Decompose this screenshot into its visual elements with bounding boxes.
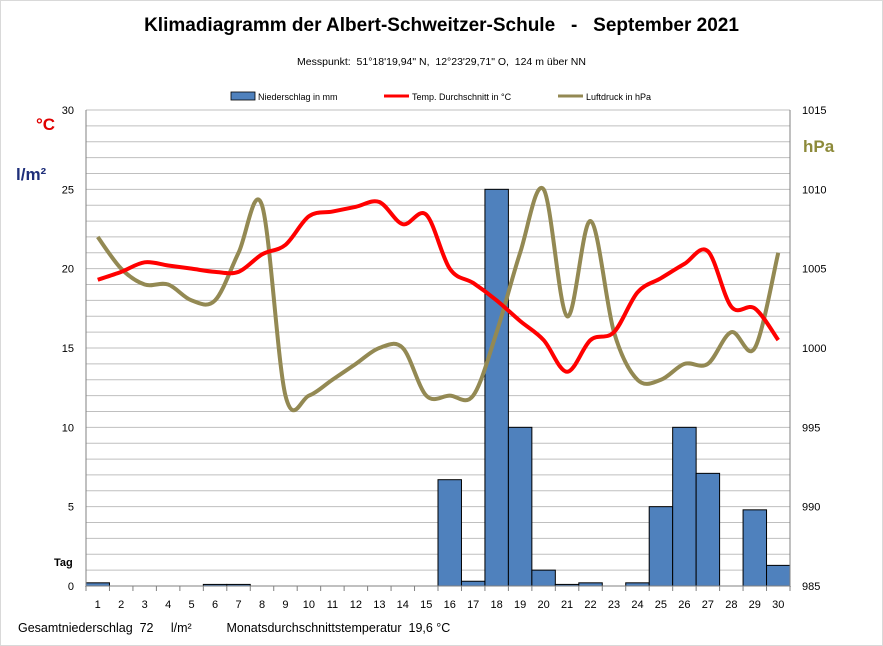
x-tick-label: 2 — [118, 599, 124, 611]
x-tick-label: 19 — [514, 599, 526, 611]
legend-precip-label: Niederschlag in mm — [258, 92, 338, 102]
x-tick-label: 15 — [420, 599, 432, 611]
footer-summary: Gesamtniederschlag 72 l/m² Monatsdurchsc… — [18, 621, 450, 635]
precip-bar — [460, 580, 486, 587]
x-tick-label: 29 — [749, 599, 761, 611]
y2-tick-label: 995 — [802, 422, 820, 434]
x-tick-label: 16 — [444, 599, 456, 611]
y-tick-label: 10 — [62, 422, 74, 434]
y2-tick-label: 1000 — [802, 343, 826, 355]
x-tick-label: 27 — [702, 599, 714, 611]
x-tick-label: 5 — [189, 599, 195, 611]
legend-pressure-label: Luftdruck in hPa — [586, 92, 651, 102]
x-tick-label: 20 — [537, 599, 549, 611]
y2-tick-label: 985 — [802, 581, 820, 593]
legend-temp-label: Temp. Durchschnitt in °C — [412, 92, 512, 102]
temperature-line — [97, 199, 780, 374]
precip-total-unit: l/m² — [170, 621, 192, 635]
y-tick-label: 20 — [62, 264, 74, 276]
x-tick-label: 22 — [584, 599, 596, 611]
x-tick-label: 1 — [95, 599, 101, 611]
precip-bar — [484, 188, 509, 587]
y-tick-label: 5 — [68, 502, 74, 514]
precip-bar — [437, 479, 462, 587]
y2-tick-label: 1010 — [802, 184, 826, 196]
y2-tick-label: 1015 — [802, 105, 826, 117]
avg-temp-label: Monatsdurchschnittstemperatur — [226, 621, 402, 635]
x-tick-label: 14 — [397, 599, 409, 611]
precip-bar — [672, 426, 697, 587]
pressure-line — [96, 185, 781, 413]
x-tick-label: 3 — [142, 599, 148, 611]
y2-tick-label: 990 — [802, 502, 820, 514]
precip-bar — [531, 569, 556, 587]
y-tick-label: 15 — [62, 343, 74, 355]
x-tick-label: 25 — [655, 599, 667, 611]
x-tick-label: 24 — [631, 599, 643, 611]
precip-total-label: Gesamtniederschlag — [18, 621, 133, 635]
x-tick-label: 12 — [350, 599, 362, 611]
precip-bar — [648, 506, 674, 587]
y2-tick-label: 1005 — [802, 264, 826, 276]
y-tick-label: 0 — [68, 581, 74, 593]
x-tick-label: 10 — [303, 599, 315, 611]
liter-unit-label: l/m² — [16, 165, 47, 184]
x-tick-label: 17 — [467, 599, 479, 611]
x-tick-label: 28 — [725, 599, 737, 611]
precip-bar — [766, 564, 791, 587]
x-tick-label: 13 — [373, 599, 385, 611]
precip-bar — [695, 472, 721, 587]
x-tick-label: 7 — [235, 599, 241, 611]
hpa-unit-label: hPa — [803, 137, 835, 156]
chart-title: Klimadiagramm der Albert-Schweitzer-Schu… — [144, 15, 739, 36]
x-tick-label: 18 — [491, 599, 503, 611]
x-tick-label: 4 — [165, 599, 171, 611]
x-tick-label: 11 — [327, 599, 338, 611]
x-tick-label: 26 — [678, 599, 690, 611]
y-tick-label: 30 — [62, 105, 74, 117]
legend-precip-swatch — [230, 91, 256, 101]
x-tick-label: 9 — [282, 599, 288, 611]
avg-temp-value: 19,6 °C — [408, 621, 451, 635]
x-tick-label: 6 — [212, 599, 218, 611]
chart-subtitle: Messpunkt: 51°18'19,94" N, 12°23'29,71" … — [297, 56, 586, 68]
precip-bar — [742, 509, 768, 587]
day-axis-label: Tag — [54, 557, 73, 569]
x-tick-label: 23 — [608, 599, 620, 611]
x-tick-label: 21 — [561, 599, 573, 611]
x-tick-label: 30 — [772, 599, 784, 611]
x-tick-label: 8 — [259, 599, 265, 611]
celsius-unit-label: °C — [36, 115, 56, 134]
y-tick-label: 25 — [62, 184, 74, 196]
precip-total-value: 72 — [139, 621, 154, 635]
precip-bar — [507, 426, 533, 587]
